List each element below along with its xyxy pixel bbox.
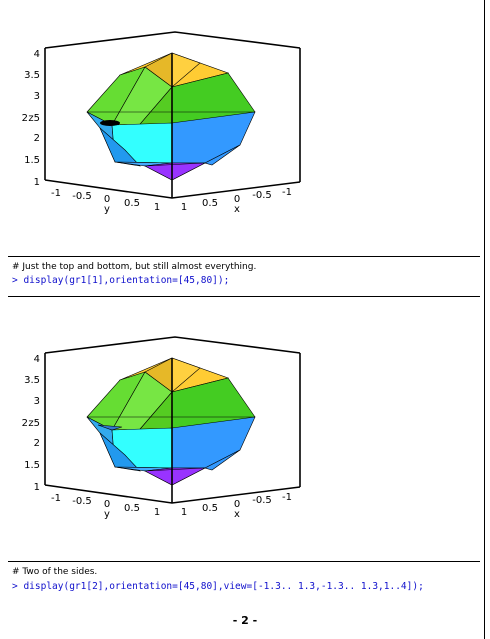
surface-1: [86, 52, 256, 181]
z-axis-ticks: 4 3.5 3 2 z5 2 1.5 1: [22, 49, 40, 188]
x-axis-ticks: 1 0.5 0 -0.5 -1 x: [181, 492, 292, 520]
surface-marker: [100, 120, 120, 126]
separator-line: [8, 561, 480, 562]
z-axis-label: z5: [28, 113, 40, 124]
x-tick: 1: [181, 507, 187, 518]
z-tick: 3.5: [24, 70, 40, 81]
y-tick: 1: [154, 202, 160, 213]
command-input[interactable]: > display(gr1[1],orientation=[45,80]);: [12, 275, 230, 286]
bounding-box-back: [44, 336, 301, 487]
y-axis-label: y: [104, 204, 110, 215]
z-tick: 4: [34, 49, 40, 60]
y-tick: -1: [51, 188, 61, 199]
page-number: - 2 -: [232, 614, 258, 627]
plot-2-svg: 4 3.5 3 2 z5 2 1.5 1 -1 -0.5 0 0.5 1 y 1…: [22, 336, 301, 520]
plot-1-svg: 4 3.5 3 2 z5 2 1.5 1 -1 -0.5 0 0.5 1 y 1…: [22, 31, 301, 215]
surface-2: [86, 357, 256, 486]
y-tick: -1: [51, 493, 61, 504]
x-tick: 1: [181, 202, 187, 213]
z-tick: 2: [34, 438, 40, 449]
z-tick: 3.5: [24, 375, 40, 386]
z-tick: 3: [34, 396, 40, 407]
bounding-box-front: [44, 358, 301, 504]
bounding-box-front: [44, 53, 301, 199]
x-tick: -1: [282, 492, 292, 503]
z-axis-label: z5: [28, 418, 40, 429]
x-tick: -0.5: [252, 495, 272, 506]
y-tick: 0: [104, 194, 110, 205]
y-axis-label: y: [104, 509, 110, 520]
z-tick: 2: [22, 418, 28, 429]
y-tick: 0.5: [124, 198, 140, 209]
comment-text: # Just the top and bottom, but still alm…: [12, 262, 257, 272]
comment-text: # Two of the sides.: [12, 567, 98, 577]
z-tick: 1.5: [24, 460, 40, 471]
y-axis-ticks: -1 -0.5 0 0.5 1 y: [51, 188, 160, 215]
x-axis-label: x: [234, 204, 240, 215]
y-tick: 0: [104, 499, 110, 510]
x-tick: -0.5: [252, 190, 272, 201]
z-tick: 1.5: [24, 155, 40, 166]
x-tick: 0: [234, 194, 240, 205]
x-tick: -1: [282, 187, 292, 198]
y-tick: -0.5: [72, 191, 92, 202]
z-tick: 2: [34, 133, 40, 144]
y-tick: -0.5: [72, 496, 92, 507]
separator-line: [8, 256, 480, 257]
z-tick: 1: [34, 482, 40, 493]
x-axis-label: x: [234, 509, 240, 520]
plot-2: 4 3.5 3 2 z5 2 1.5 1 -1 -0.5 0 0.5 1 y 1…: [0, 325, 490, 535]
z-tick: 1: [34, 177, 40, 188]
y-axis-ticks: -1 -0.5 0 0.5 1 y: [51, 493, 160, 520]
z-axis-ticks: 4 3.5 3 2 z5 2 1.5 1: [22, 354, 40, 493]
y-tick: 1: [154, 507, 160, 518]
command-input[interactable]: > display(gr1[2],orientation=[45,80],vie…: [12, 581, 424, 592]
window-edge: [484, 0, 485, 639]
z-tick: 3: [34, 91, 40, 102]
separator-line: [8, 296, 480, 297]
x-tick: 0: [234, 499, 240, 510]
plot-1: 4 3.5 3 2 z5 2 1.5 1 -1 -0.5 0 0.5 1 y 1…: [0, 20, 490, 230]
x-axis-ticks: 1 0.5 0 -0.5 -1 x: [181, 187, 292, 215]
x-tick: 0.5: [202, 503, 218, 514]
z-tick: 2: [22, 113, 28, 124]
x-tick: 0.5: [202, 198, 218, 209]
bounding-box-back: [44, 31, 301, 182]
z-tick: 4: [34, 354, 40, 365]
y-tick: 0.5: [124, 503, 140, 514]
